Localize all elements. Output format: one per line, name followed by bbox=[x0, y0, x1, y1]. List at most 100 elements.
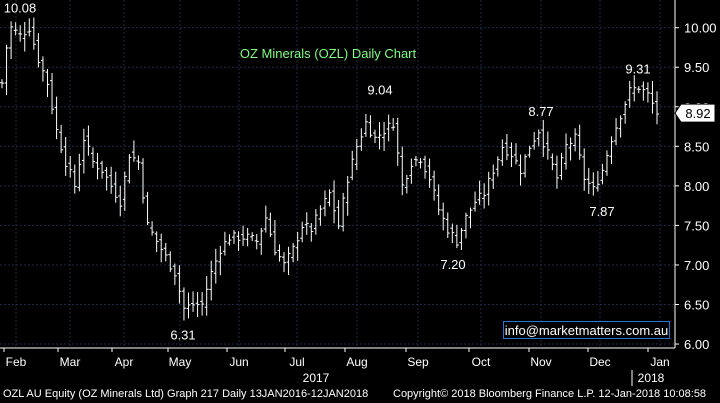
ohlc-bar bbox=[559, 152, 564, 180]
y-tick-label: 8.50 bbox=[684, 139, 709, 154]
ohlc-bar bbox=[655, 91, 659, 125]
ohlc-bar bbox=[627, 80, 632, 108]
ohlc-bar bbox=[241, 225, 246, 246]
ohlc-bar bbox=[445, 212, 450, 238]
ohlc-bar bbox=[350, 150, 355, 181]
ohlc-bar bbox=[577, 124, 582, 160]
ohlc-bar bbox=[150, 221, 155, 236]
ohlc-bar bbox=[591, 172, 596, 196]
ohlc-bar bbox=[118, 185, 123, 217]
ohlc-bar bbox=[554, 155, 559, 189]
ohlc-bar bbox=[641, 81, 646, 101]
ohlc-bar bbox=[172, 263, 177, 285]
last-price-marker: 8.92 bbox=[674, 103, 716, 123]
ohlc-bar bbox=[263, 205, 268, 233]
ohlc-bar bbox=[341, 192, 346, 232]
ohlc-bar bbox=[191, 291, 196, 312]
ohlc-bar bbox=[600, 163, 605, 185]
ohlc-bar bbox=[72, 164, 77, 194]
ohlc-bar bbox=[59, 124, 64, 154]
y-tick-label: 10.00 bbox=[684, 21, 717, 36]
ohlc-bar bbox=[432, 170, 437, 201]
ohlc-bar bbox=[113, 171, 118, 203]
ohlc-bar bbox=[582, 148, 587, 191]
price-annotation: 6.31 bbox=[170, 328, 195, 343]
x-tick-label: Nov bbox=[530, 355, 551, 369]
ohlc-bar bbox=[9, 21, 14, 60]
ohlc-bar bbox=[463, 212, 468, 239]
ohlc-bar bbox=[395, 117, 400, 166]
ohlc-bar bbox=[90, 147, 95, 168]
ohlc-bar bbox=[450, 223, 455, 244]
grid-lines bbox=[0, 0, 675, 348]
ohlc-bar bbox=[181, 287, 186, 321]
ohlc-bar bbox=[213, 248, 218, 284]
ohlc-bar bbox=[595, 170, 600, 192]
ohlc-bar bbox=[313, 209, 318, 235]
year-label: 2018 bbox=[638, 371, 665, 385]
ohlc-bar bbox=[31, 17, 36, 50]
ohlc-bar bbox=[250, 232, 255, 242]
ohlc-bar bbox=[513, 143, 518, 165]
ohlc-bar bbox=[245, 227, 250, 247]
ohlc-bar bbox=[618, 115, 623, 138]
ohlc-bar bbox=[195, 292, 200, 318]
ohlc-bar bbox=[163, 242, 168, 262]
ohlc-bar bbox=[372, 129, 377, 144]
ohlc-bar bbox=[177, 265, 182, 304]
ohlc-bar bbox=[122, 171, 127, 211]
ohlc-bar bbox=[54, 96, 59, 140]
ohlc-bar bbox=[131, 140, 136, 162]
ohlc-bar bbox=[141, 158, 146, 204]
footer-security-info: OZL AU Equity (OZ Minerals Ltd) Graph 21… bbox=[3, 388, 369, 400]
ohlc-bar bbox=[473, 191, 478, 212]
ohlc-bar bbox=[391, 117, 396, 131]
x-tick-label: Apr bbox=[115, 355, 134, 369]
x-tick-label: Aug bbox=[346, 355, 367, 369]
ohlc-bar bbox=[400, 146, 405, 196]
ohlc-bar bbox=[227, 234, 232, 246]
year-label: 2017 bbox=[303, 371, 330, 385]
ohlc-bar bbox=[386, 114, 391, 142]
x-tick-label: May bbox=[169, 355, 192, 369]
ohlc-bar bbox=[609, 136, 614, 165]
ohlc-bar bbox=[277, 244, 282, 262]
chart-title: OZ Minerals (OZL) Daily Chart bbox=[240, 46, 417, 61]
ohlc-bar bbox=[532, 131, 537, 150]
ohlc-bar bbox=[368, 115, 373, 138]
ohlc-bar bbox=[636, 85, 641, 94]
ohlc-bar bbox=[204, 276, 209, 316]
ohlc-bar bbox=[154, 231, 159, 253]
ohlc-bar bbox=[327, 189, 332, 207]
ohlc-bar bbox=[45, 68, 50, 98]
ohlc-bar bbox=[36, 33, 41, 68]
ohlc-bar bbox=[354, 138, 359, 171]
ohlc-bar bbox=[272, 220, 277, 256]
ohlc-bar bbox=[159, 233, 164, 263]
ohlc-bar bbox=[545, 131, 550, 160]
ohlc-bars bbox=[0, 17, 659, 321]
ohlc-bar bbox=[322, 190, 327, 217]
ohlc-bar bbox=[291, 242, 296, 263]
ohlc-bar bbox=[454, 224, 459, 249]
x-tick-label: Oct bbox=[472, 355, 491, 369]
ohlc-bar bbox=[382, 121, 387, 151]
ohlc-bar bbox=[536, 129, 541, 147]
ohlc-bar bbox=[295, 231, 300, 261]
ohlc-bar bbox=[236, 231, 241, 251]
ohlc-bar bbox=[13, 22, 18, 36]
watermark-email: info@marketmatters.com.au bbox=[503, 321, 670, 339]
ohlc-bar bbox=[86, 125, 91, 156]
ohlc-bar bbox=[623, 101, 628, 124]
ohlc-bar bbox=[222, 231, 227, 256]
ohlc-bar bbox=[604, 150, 609, 176]
price-annotation: 7.87 bbox=[589, 204, 614, 219]
ohlc-bar bbox=[523, 154, 528, 178]
ohlc-bar bbox=[268, 212, 273, 237]
ohlc-bar bbox=[231, 230, 236, 244]
price-annotation: 9.04 bbox=[367, 83, 392, 98]
ohlc-bar bbox=[209, 260, 214, 301]
x-tick-label: Sep bbox=[407, 355, 429, 369]
ohlc-bar bbox=[136, 155, 141, 170]
last-price-label: 8.92 bbox=[685, 106, 710, 121]
